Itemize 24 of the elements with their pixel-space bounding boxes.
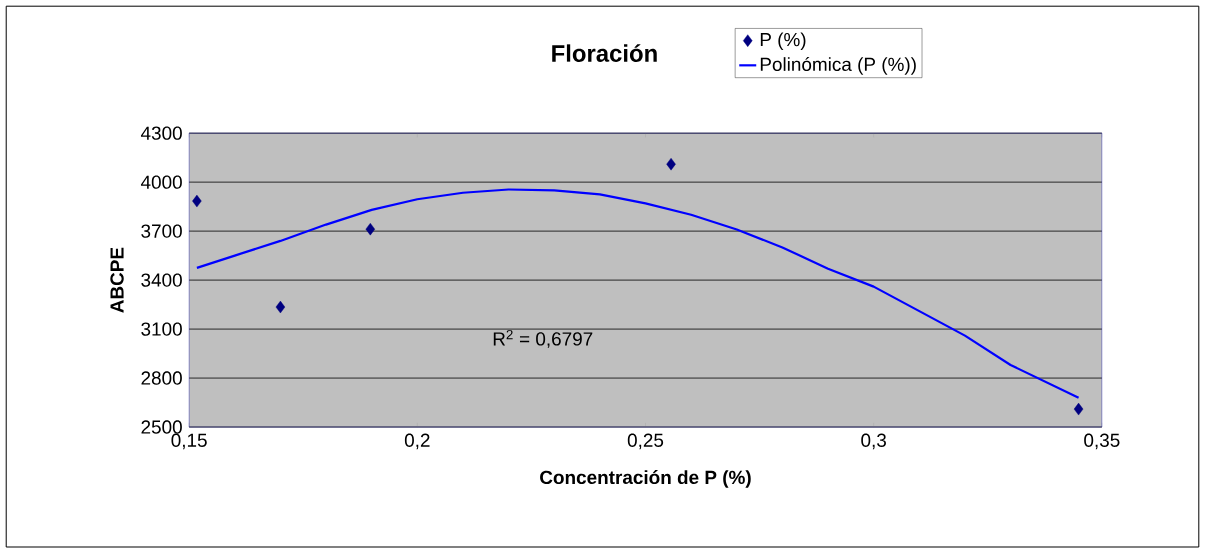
line-series (195, 188, 1080, 399)
y-tick-label: 2500 (141, 420, 182, 434)
legend-label: Polinómica (P (%)) (760, 56, 916, 75)
x-tick-label: 0,25 (627, 433, 664, 450)
point (1073, 402, 1084, 416)
y-tick-label: 3100 (141, 322, 182, 336)
chart-title: Floración (552, 44, 657, 62)
x-tick-label: 0,35 (1084, 433, 1120, 450)
point (666, 157, 676, 171)
point (365, 222, 376, 236)
y-axis-title: ABCPE (110, 247, 124, 313)
y-tick-label: 4300 (140, 126, 182, 140)
x-tick-label: 0,2 (404, 433, 430, 450)
legend-label: P (%) (760, 32, 806, 50)
point (275, 300, 286, 314)
annotation: R$^{2}$ = 0,6797 (493, 329, 593, 348)
x-tick-label: 0,3 (861, 433, 886, 450)
y-tick-label: 4000 (140, 175, 182, 189)
x-tick-label: 0,15 (171, 433, 207, 450)
point (192, 194, 202, 208)
x-axis-title: Concentración de P (%) (540, 469, 751, 488)
y-tick-label: 2800 (141, 371, 182, 385)
y-tick-label: 3400 (141, 273, 182, 287)
y-tick-label: 3700 (141, 224, 182, 238)
